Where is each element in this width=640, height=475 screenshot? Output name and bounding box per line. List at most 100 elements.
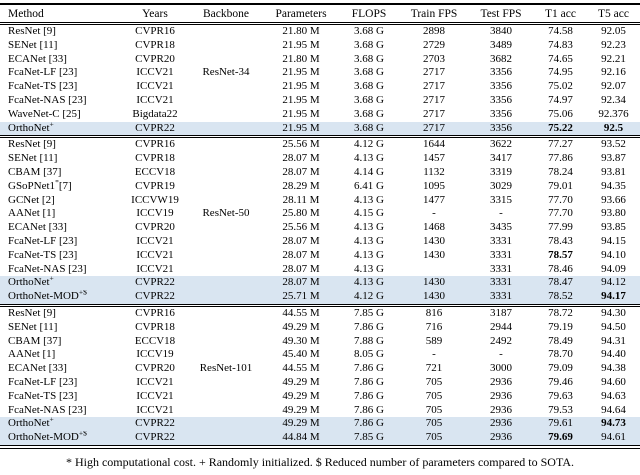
- method-cell: OrthoNet+: [0, 121, 122, 137]
- t5-acc-cell: 94.61: [587, 431, 640, 447]
- parameters-cell: 28.11 M: [282, 193, 320, 206]
- table-row: OrthoNet-MOD+$ CVPR22 25.71 M 4.12 G 1430 333…: [0, 290, 640, 306]
- train-fps-cell: 2729: [423, 38, 445, 51]
- col-header-years: Years: [122, 4, 188, 25]
- years-cell: ICCV21: [136, 262, 174, 275]
- flops-cell: 3.68 G: [338, 121, 400, 137]
- t5-acc-cell: 93.80: [601, 207, 626, 220]
- years-cell: CVPR18: [135, 320, 175, 333]
- table-row: ECANet [33] CVPR20 21.80 M 3.68 G 2703 3682 74…: [0, 53, 640, 67]
- method-cell: GSoPNet1*[7]: [0, 180, 122, 194]
- backbone-cell-empty: [188, 235, 264, 249]
- train-fps-cell: 1095: [423, 179, 445, 192]
- years-cell: ICCV19: [136, 207, 174, 220]
- backbone-cell-empty: [188, 249, 264, 263]
- flops-cell: 7.86 G: [338, 417, 400, 432]
- method-label: SENet [11]: [8, 152, 58, 165]
- train-fps-cell: 1430: [423, 234, 445, 247]
- table-row: SENet [11] CVPR18 49.29 M 7.86 G 716 2944 79.1…: [0, 321, 640, 335]
- table-row: FcaNet-LF [23] ICCV21 28.07 M 4.13 G 1430 333…: [0, 235, 640, 249]
- test-fps-cell: 2492: [490, 334, 512, 347]
- t5-acc-cell: 92.05: [601, 25, 626, 37]
- method-label: FcaNet-LF [23]: [8, 66, 78, 79]
- flops-cell: 7.85 G: [354, 306, 384, 319]
- train-fps-cell: 2717: [423, 93, 445, 106]
- years-cell: ECCV18: [134, 165, 176, 178]
- test-fps-cell: 3331: [490, 248, 512, 261]
- train-fps-cell: 1477: [423, 193, 445, 206]
- flops-cell: 4.12 G: [354, 138, 384, 151]
- test-fps-cell: 3331: [468, 276, 534, 291]
- t5-acc-cell: 92.07: [601, 80, 626, 93]
- method-label: FcaNet-LF [23]: [8, 375, 78, 388]
- method-label: FcaNet-TS [23]: [8, 80, 78, 93]
- method-superscript: *: [55, 179, 59, 187]
- years-cell: CVPR22: [122, 417, 188, 432]
- test-fps-cell: 3315: [490, 193, 512, 206]
- t1-acc-cell: 77.99: [548, 221, 573, 234]
- table-row: FcaNet-NAS [23] ICCV21 49.29 M 7.86 G 705 293…: [0, 404, 640, 418]
- t5-acc-cell: 94.30: [601, 306, 626, 319]
- parameters-cell: 25.71 M: [264, 290, 338, 306]
- train-fps-cell: 2717: [400, 121, 468, 137]
- train-fps-cell: 705: [425, 375, 443, 388]
- t5-acc-cell: 94.40: [601, 348, 626, 361]
- test-fps-cell: 3319: [490, 165, 512, 178]
- test-fps-cell: 3356: [490, 93, 512, 106]
- method-label: FcaNet-NAS [23]: [8, 93, 87, 106]
- header-row: Method Years Backbone Parameters FLOPS T…: [0, 4, 640, 25]
- backbone-cell-empty: [188, 276, 264, 291]
- test-fps-cell: 3417: [490, 152, 512, 165]
- train-fps-cell: 1430: [423, 248, 445, 261]
- backbone-label: ResNet-50: [202, 207, 250, 220]
- table-row: FcaNet-LF [23] ICCV21 ResNet-34 21.95 M 3.68…: [0, 66, 640, 80]
- train-fps-cell: -: [432, 348, 436, 361]
- years-cell: CVPR20: [135, 221, 175, 234]
- parameters-cell: 49.29 M: [282, 389, 320, 402]
- flops-cell: 4.14 G: [354, 165, 384, 178]
- years-cell: ICCV21: [136, 66, 174, 79]
- years-cell: CVPR18: [135, 38, 175, 51]
- t1-acc-cell: 79.46: [548, 375, 573, 388]
- t5-acc-cell: 93.87: [601, 152, 626, 165]
- backbone-cell-empty: [188, 80, 264, 94]
- flops-cell: 7.86 G: [354, 362, 384, 375]
- t5-acc-cell: 93.52: [601, 138, 626, 151]
- method-superscript: +: [49, 121, 54, 128]
- table-row: FcaNet-NAS [23] ICCV21 28.07 M 4.13 G 3331 78…: [0, 263, 640, 277]
- parameters-cell: 28.07 M: [264, 276, 338, 291]
- years-cell: CVPR22: [122, 276, 188, 291]
- flops-cell: 7.86 G: [354, 389, 384, 402]
- table-row: CBAM [37] ECCV18 28.07 M 4.14 G 1132 3319 78.2…: [0, 166, 640, 180]
- t5-acc-cell: 92.23: [601, 38, 626, 51]
- t5-acc-cell: 94.38: [601, 362, 626, 375]
- years-cell: CVPR18: [135, 152, 175, 165]
- method-superscript: +: [49, 417, 54, 424]
- t1-acc-cell: 78.24: [548, 165, 573, 178]
- flops-cell: 4.15 G: [354, 207, 384, 220]
- parameters-cell: 28.07 M: [282, 165, 320, 178]
- parameters-cell: 45.40 M: [282, 348, 320, 361]
- test-fps-cell: 3356: [490, 66, 512, 79]
- t1-acc-cell: 79.01: [548, 179, 573, 192]
- t5-acc-cell: 93.81: [601, 165, 626, 178]
- train-fps-cell: 1457: [423, 152, 445, 165]
- table-row: CBAM [37] ECCV18 49.30 M 7.88 G 589 2492 78.49…: [0, 335, 640, 349]
- method-cell: FcaNet-LF [23]: [0, 66, 122, 80]
- years-cell: CVPR22: [122, 121, 188, 137]
- method-cell: SENet [11]: [0, 39, 122, 53]
- table-row: WaveNet-C [25] Bigdata22 21.95 M 3.68 G 2717…: [0, 108, 640, 122]
- method-cell: OrthoNet-MOD+$: [0, 290, 122, 306]
- t1-acc-cell: 78.43: [548, 234, 573, 247]
- flops-cell: 4.12 G: [338, 290, 400, 306]
- test-fps-cell: 3435: [490, 221, 512, 234]
- test-fps-cell: 3331: [490, 262, 512, 275]
- table-row: FcaNet-LF [23] ICCV21 49.29 M 7.86 G 705 2936…: [0, 376, 640, 390]
- t5-acc-cell: 94.60: [601, 375, 626, 388]
- method-label: SENet [11]: [8, 38, 58, 51]
- method-cell: SENet [11]: [0, 321, 122, 335]
- t5-acc-cell: 92.21: [601, 52, 626, 65]
- t5-acc-cell: 94.17: [587, 290, 640, 306]
- years-cell: ICCV21: [136, 375, 174, 388]
- parameters-cell: 49.29 M: [282, 320, 320, 333]
